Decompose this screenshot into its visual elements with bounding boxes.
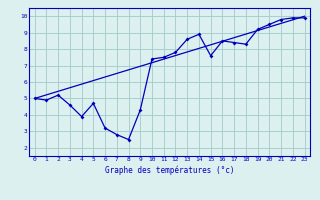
X-axis label: Graphe des températures (°c): Graphe des températures (°c): [105, 165, 234, 175]
